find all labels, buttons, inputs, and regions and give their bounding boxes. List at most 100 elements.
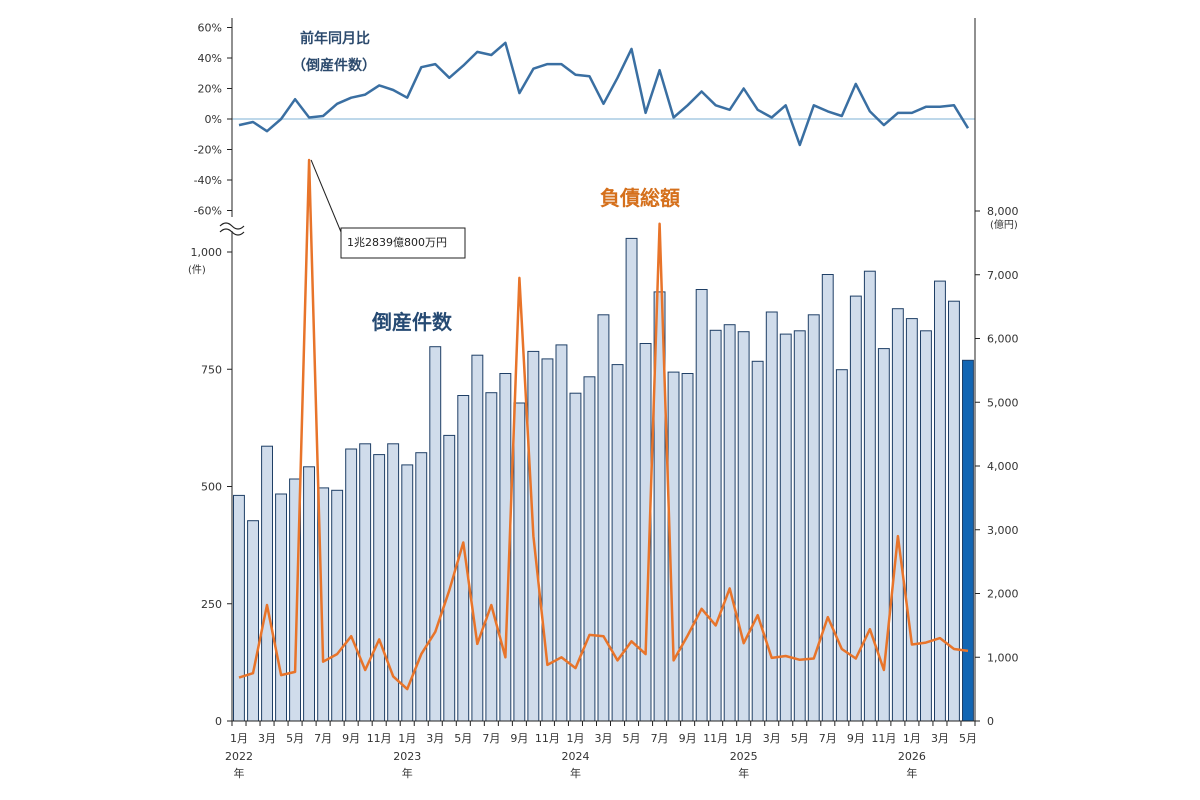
year-suffix-2022: 年 <box>234 766 245 780</box>
left-tick-label-0: 0 <box>215 715 222 728</box>
bar-53 <box>962 359 974 722</box>
bar-36 <box>723 324 736 722</box>
bar-37 <box>737 331 750 722</box>
yoy-title-line-2: （倒産件数） <box>292 57 376 74</box>
x-tick-label-37: 1月 <box>735 732 753 745</box>
bar-25 <box>569 392 582 722</box>
bar-26 <box>583 376 596 722</box>
bar-50 <box>920 330 932 722</box>
x-tick-label-29: 5月 <box>623 732 641 745</box>
right-axis-unit: (億円) <box>990 218 1018 231</box>
yoy-line-group <box>238 41 970 147</box>
x-tick-label-3: 3月 <box>258 732 276 745</box>
callout-group <box>219 159 466 259</box>
bar-46 <box>863 270 876 722</box>
x-tick-label-41: 5月 <box>791 732 809 745</box>
yoy-tick-label-5: -40% <box>194 174 222 187</box>
year-suffix-2026: 年 <box>906 766 917 780</box>
labels-group: 前年同月比 （倒産件数） 倒産件数 負債総額 (件) (億円) 1兆2839億8… <box>188 30 1018 334</box>
x-tick-label-43: 7月 <box>819 732 837 745</box>
bar-35 <box>709 329 722 722</box>
x-tick-label-9: 9月 <box>342 732 360 745</box>
axis-break-mask <box>222 217 242 231</box>
bar-15 <box>429 346 442 722</box>
left-tick-label-500: 500 <box>201 481 222 494</box>
bar-52 <box>948 300 960 722</box>
left-tick-label-750: 750 <box>201 363 222 376</box>
right-tick-label-8000: 8,000 <box>987 205 1019 218</box>
bars-group <box>233 237 974 722</box>
x-tick-label-35: 11月 <box>703 732 728 745</box>
left-tick-label-1000: 1,000 <box>191 246 223 259</box>
x-tick-label-11: 11月 <box>367 732 392 745</box>
x-tick-label-19: 7月 <box>482 732 500 745</box>
left-tick-label-250: 250 <box>201 598 222 611</box>
x-tick-label-23: 11月 <box>535 732 560 745</box>
x-tick-label-25: 1月 <box>566 732 584 745</box>
yoy-tick-label-0: 60% <box>198 22 222 35</box>
x-tick-label-17: 5月 <box>454 732 472 745</box>
bar-38 <box>751 360 764 722</box>
year-label-2026: 2026 <box>898 750 926 763</box>
x-tick-label-33: 9月 <box>679 732 697 745</box>
year-label-2024: 2024 <box>561 750 589 763</box>
bar-51 <box>934 280 946 722</box>
bar-14 <box>415 452 428 722</box>
year-suffix-2024: 年 <box>570 766 581 780</box>
yoy-title-line-1: 前年同月比 <box>300 30 370 47</box>
bar-39 <box>765 311 778 722</box>
x-tick-label-45: 9月 <box>847 732 865 745</box>
callout-text: 1兆2839億800万円 <box>347 236 447 249</box>
bar-40 <box>779 333 792 722</box>
year-suffix-2023: 年 <box>402 766 413 780</box>
bar-24 <box>555 344 568 722</box>
bar-2 <box>247 520 260 722</box>
bar-27 <box>597 314 610 722</box>
left-axis-unit: (件) <box>188 264 206 276</box>
right-tick-label-2000: 2,000 <box>987 588 1019 601</box>
debt-series-label: 負債総額 <box>600 186 680 210</box>
bar-34 <box>695 289 708 722</box>
bar-19 <box>485 392 498 722</box>
axis-break-mark-2 <box>219 228 245 236</box>
right-tick-label-4000: 4,000 <box>987 460 1019 473</box>
x-tick-label-21: 9月 <box>510 732 528 745</box>
yoy-tick-label-3: 0% <box>205 113 222 126</box>
x-tick-label-13: 1月 <box>398 732 416 745</box>
year-label-2025: 2025 <box>730 750 758 763</box>
bar-11 <box>373 454 386 722</box>
x-tick-label-7: 7月 <box>314 732 332 745</box>
bar-8 <box>331 489 344 722</box>
debt-total-line <box>238 158 969 691</box>
x-tick-label-53: 5月 <box>959 732 977 745</box>
bar-44 <box>835 369 848 722</box>
bar-28 <box>611 364 624 722</box>
x-tick-label-27: 3月 <box>595 732 613 745</box>
x-tick-label-47: 11月 <box>871 732 896 745</box>
bar-4 <box>275 493 288 722</box>
right-tick-label-6000: 6,000 <box>987 333 1019 346</box>
bar-23 <box>541 358 554 722</box>
yoy-tick-label-6: -60% <box>194 205 222 218</box>
year-label-2023: 2023 <box>393 750 421 763</box>
yoy-tick-label-2: 20% <box>198 83 222 96</box>
x-tick-label-51: 3月 <box>931 732 949 745</box>
debt-line-group <box>238 158 969 691</box>
bar-21 <box>513 402 526 722</box>
bar-41 <box>793 330 806 722</box>
yoy-tick-label-4: -20% <box>194 144 222 157</box>
axes-group: 02505007501,00060%40%20%0%-20%-40%-60%01… <box>191 18 1019 780</box>
year-label-2022: 2022 <box>225 750 253 763</box>
x-tick-label-5: 5月 <box>286 732 304 745</box>
callout-box <box>340 227 466 259</box>
yoy-tick-label-1: 40% <box>198 52 222 65</box>
bar-33 <box>681 373 694 722</box>
bar-6 <box>303 466 316 722</box>
right-tick-label-7000: 7,000 <box>987 269 1019 282</box>
bar-10 <box>359 443 372 722</box>
callout-leader <box>310 159 342 233</box>
bar-9 <box>345 448 358 722</box>
bar-29 <box>625 237 638 722</box>
